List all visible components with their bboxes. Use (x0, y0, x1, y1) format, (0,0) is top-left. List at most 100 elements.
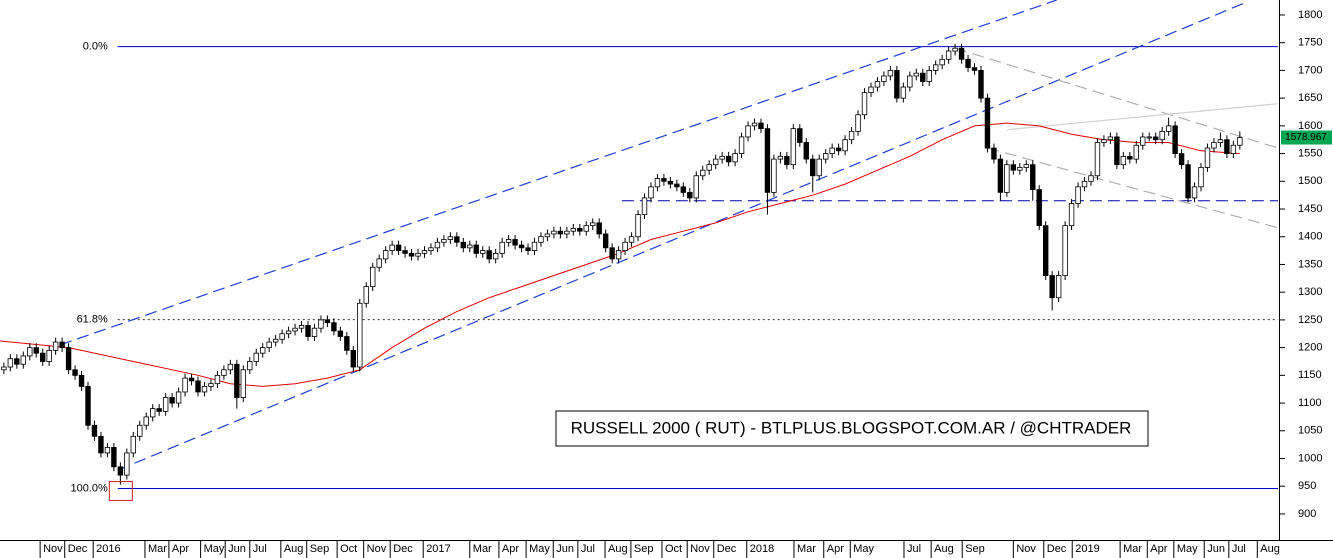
candle-body (169, 397, 175, 404)
y-tick-label: 1600 (1298, 120, 1322, 132)
candle-body (1075, 186, 1081, 204)
candle-body (907, 75, 913, 88)
chart-title: RUSSELL 2000 ( RUT) - BTLPLUS.BLOGSPOT.C… (571, 418, 1132, 437)
candle-body (1159, 130, 1165, 141)
x-tick-label: Aug (1260, 543, 1280, 555)
candle-body (512, 239, 518, 246)
candle-body (91, 424, 98, 437)
candle-body (971, 67, 978, 71)
x-tick-label: Sep (634, 543, 654, 555)
x-tick-label: Apr (1150, 543, 1167, 555)
x-tick-label: Dec (717, 543, 737, 555)
x-tick-label: Aug (284, 543, 304, 555)
candle-body (357, 302, 363, 368)
x-tick-label: Apr (172, 543, 189, 555)
candle-body (104, 447, 111, 454)
x-tick-label: Nov (1016, 543, 1036, 555)
y-tick-label: 1650 (1298, 92, 1322, 104)
candle-body (156, 408, 162, 412)
y-tick-label: 1150 (1298, 369, 1322, 381)
trendline (1006, 103, 1278, 131)
candle-body (635, 214, 641, 238)
x-tick-label: Mar (797, 543, 816, 555)
candle-body (130, 435, 137, 454)
candle-body (298, 325, 305, 329)
candle-body (27, 347, 33, 357)
candle-body (583, 225, 589, 232)
y-tick-label: 1800 (1298, 9, 1322, 21)
last-price-box (1281, 130, 1332, 145)
candle-body (117, 466, 124, 476)
candle-body (680, 186, 687, 193)
candle-body (745, 125, 751, 138)
candle-body (1055, 275, 1062, 299)
candle-body (900, 86, 907, 99)
candle-body (1107, 136, 1114, 141)
candle-body (648, 186, 654, 199)
candle-body (738, 136, 745, 154)
candle-body (434, 241, 441, 249)
y-tick-label: 900 (1298, 508, 1316, 520)
candle-body (751, 122, 758, 127)
candle-body (473, 244, 479, 254)
candle-body (350, 349, 357, 368)
candle-body (706, 164, 712, 171)
candle-body (926, 70, 932, 82)
candle-body (920, 72, 926, 82)
candle-body (505, 239, 512, 243)
x-tick-label: 2019 (1075, 543, 1099, 555)
candle-body (46, 349, 52, 362)
candle-body (1230, 144, 1237, 154)
candle-body (65, 347, 72, 371)
candle-body (59, 341, 65, 349)
y-tick-label: 1050 (1298, 425, 1322, 437)
x-tick-label: Apr (502, 543, 519, 555)
candle-body (661, 178, 667, 182)
trendline (117, 2, 1246, 471)
candle-body (570, 228, 577, 232)
candle-body (240, 369, 247, 398)
candle-body (945, 50, 952, 60)
y-tick-label: 1200 (1298, 342, 1322, 354)
candle-body (822, 153, 829, 160)
candle-body (1094, 142, 1101, 177)
candle-body (525, 247, 531, 251)
candle-body (641, 197, 648, 215)
candle-body (311, 327, 318, 337)
candle-body (33, 347, 39, 354)
candle-body (654, 178, 661, 188)
candle-body (693, 175, 699, 199)
candle-body (389, 244, 395, 251)
candle-body (764, 128, 771, 193)
candle-body (1224, 139, 1230, 154)
candle-body (1, 366, 7, 371)
y-tick-label: 1400 (1298, 231, 1322, 243)
candle-body (272, 338, 279, 343)
candle-body (952, 47, 958, 52)
candle-body (771, 158, 777, 193)
candle-body (428, 247, 434, 251)
candle-body (615, 250, 622, 260)
candle-body (395, 244, 402, 251)
level-label: 100.0% (70, 482, 108, 494)
title-box (555, 410, 1149, 447)
x-tick-label: Oct (340, 543, 357, 555)
candle-body (1185, 164, 1191, 199)
candle-body (725, 155, 732, 163)
x-tick-label: Apr (827, 543, 844, 555)
candle-body (564, 230, 570, 235)
y-tick-label: 1100 (1298, 397, 1322, 409)
candle-body (85, 386, 91, 426)
y-tick-label: 1700 (1298, 64, 1322, 76)
candle-body (622, 241, 628, 251)
candle-body (253, 352, 259, 362)
x-tick-label: May (853, 543, 874, 555)
candle-body (829, 147, 835, 154)
candle-body (480, 250, 486, 254)
candle-body (454, 236, 460, 243)
candle-body (408, 252, 415, 257)
candle-body (1127, 155, 1133, 160)
candle-body (214, 374, 221, 385)
candle-body (978, 70, 984, 99)
x-tick-label: Aug (608, 543, 628, 555)
